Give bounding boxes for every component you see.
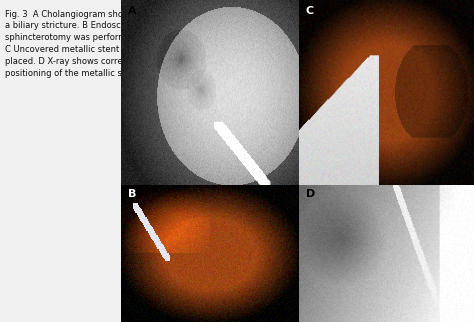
Text: B: B [128,189,137,199]
Text: A: A [128,5,137,15]
Text: Fig. 3  A Cholangiogram shows
a biliary stricture. B Endoscopic
sphincterotomy w: Fig. 3 A Cholangiogram shows a biliary s… [5,10,139,78]
Text: C: C [306,5,314,15]
Text: D: D [306,189,315,199]
